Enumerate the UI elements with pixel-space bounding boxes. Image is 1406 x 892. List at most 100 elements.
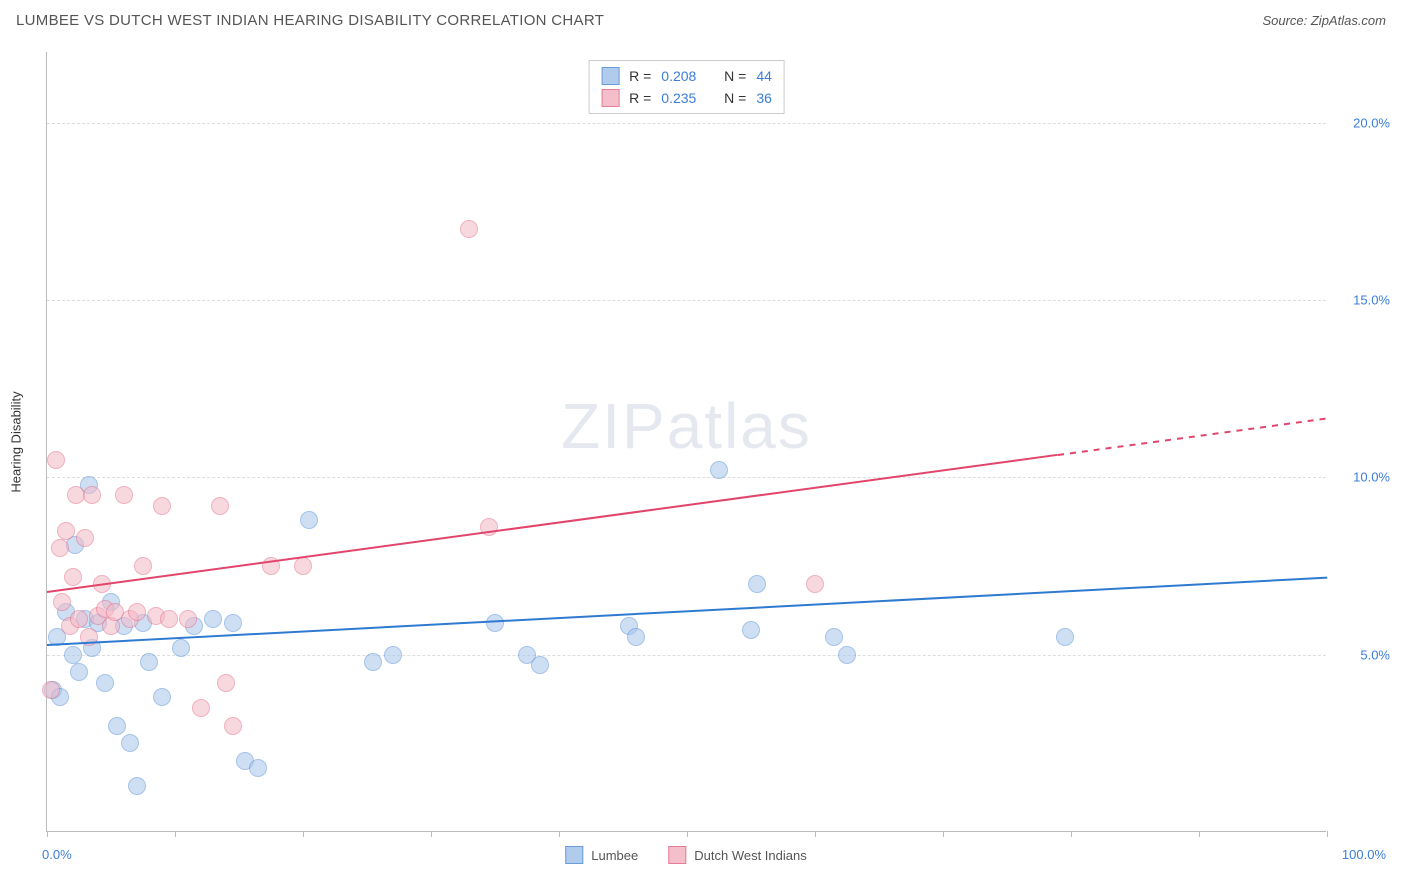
data-point (1056, 628, 1074, 646)
stats-row-lumbee: R = 0.208 N = 44 (601, 65, 772, 87)
x-tick (303, 831, 304, 837)
r-value-dwi: 0.235 (661, 90, 696, 106)
source-name: ZipAtlas.com (1311, 13, 1386, 28)
data-point (224, 717, 242, 735)
n-label: N = (724, 90, 746, 106)
data-point (57, 522, 75, 540)
swatch-lumbee (601, 67, 619, 85)
data-point (70, 610, 88, 628)
bottom-legend: Lumbee Dutch West Indians (565, 846, 806, 864)
data-point (51, 539, 69, 557)
watermark-zip: ZIP (561, 390, 667, 462)
stats-legend-box: R = 0.208 N = 44 R = 0.235 N = 36 (588, 60, 785, 114)
x-tick (175, 831, 176, 837)
source-prefix: Source: (1262, 13, 1310, 28)
data-point (96, 674, 114, 692)
data-point (486, 614, 504, 632)
y-tick-label: 20.0% (1353, 115, 1390, 130)
chart-title: LUMBEE VS DUTCH WEST INDIAN HEARING DISA… (16, 12, 604, 29)
data-point (742, 621, 760, 639)
stats-row-dwi: R = 0.235 N = 36 (601, 87, 772, 109)
y-tick-label: 5.0% (1360, 647, 1390, 662)
data-point (83, 486, 101, 504)
data-point (53, 593, 71, 611)
swatch-lumbee-bottom (565, 846, 583, 864)
data-point (153, 688, 171, 706)
data-point (153, 497, 171, 515)
gridline (47, 477, 1326, 478)
x-tick (1071, 831, 1072, 837)
x-tick (1199, 831, 1200, 837)
data-point (211, 497, 229, 515)
data-point (838, 646, 856, 664)
data-point (249, 759, 267, 777)
data-point (204, 610, 222, 628)
data-point (364, 653, 382, 671)
data-point (748, 575, 766, 593)
x-tick (559, 831, 560, 837)
n-value-lumbee: 44 (756, 68, 772, 84)
data-point (300, 511, 318, 529)
data-point (160, 610, 178, 628)
swatch-dwi (601, 89, 619, 107)
data-point (70, 663, 88, 681)
legend-label-lumbee: Lumbee (591, 848, 638, 863)
r-value-lumbee: 0.208 (661, 68, 696, 84)
chart-header: LUMBEE VS DUTCH WEST INDIAN HEARING DISA… (0, 0, 1406, 37)
gridline (47, 300, 1326, 301)
x-tick (1327, 831, 1328, 837)
data-point (64, 568, 82, 586)
source-attribution: Source: ZipAtlas.com (1262, 13, 1386, 28)
data-point (134, 557, 152, 575)
data-point (42, 681, 60, 699)
watermark: ZIPatlas (561, 389, 812, 463)
data-point (108, 717, 126, 735)
x-tick (47, 831, 48, 837)
data-point (121, 734, 139, 752)
legend-label-dwi: Dutch West Indians (694, 848, 806, 863)
data-point (128, 777, 146, 795)
legend-item-lumbee: Lumbee (565, 846, 638, 864)
data-point (64, 646, 82, 664)
data-point (460, 220, 478, 238)
gridline (47, 123, 1326, 124)
trend-line (47, 577, 1327, 646)
trend-line-dashed (1058, 417, 1327, 455)
data-point (76, 529, 94, 547)
data-point (531, 656, 549, 674)
gridline (47, 655, 1326, 656)
r-label: R = (629, 68, 651, 84)
x-tick (815, 831, 816, 837)
data-point (806, 575, 824, 593)
watermark-atlas: atlas (667, 390, 812, 462)
trend-line (47, 454, 1058, 593)
data-point (825, 628, 843, 646)
legend-item-dwi: Dutch West Indians (668, 846, 806, 864)
data-point (710, 461, 728, 479)
x-axis-max-label: 100.0% (1342, 847, 1386, 862)
data-point (179, 610, 197, 628)
data-point (140, 653, 158, 671)
y-axis-title: Hearing Disability (9, 391, 24, 492)
plot-area: ZIPatlas R = 0.208 N = 44 R = 0.235 N = … (46, 52, 1326, 832)
swatch-dwi-bottom (668, 846, 686, 864)
data-point (294, 557, 312, 575)
data-point (217, 674, 235, 692)
data-point (384, 646, 402, 664)
data-point (172, 639, 190, 657)
data-point (115, 486, 133, 504)
n-value-dwi: 36 (756, 90, 772, 106)
n-label: N = (724, 68, 746, 84)
x-tick (431, 831, 432, 837)
y-tick-label: 10.0% (1353, 470, 1390, 485)
data-point (224, 614, 242, 632)
r-label: R = (629, 90, 651, 106)
y-tick-label: 15.0% (1353, 293, 1390, 308)
data-point (47, 451, 65, 469)
data-point (192, 699, 210, 717)
x-axis-min-label: 0.0% (42, 847, 72, 862)
chart-container: Hearing Disability ZIPatlas R = 0.208 N … (46, 52, 1326, 832)
data-point (627, 628, 645, 646)
data-point (128, 603, 146, 621)
x-tick (943, 831, 944, 837)
